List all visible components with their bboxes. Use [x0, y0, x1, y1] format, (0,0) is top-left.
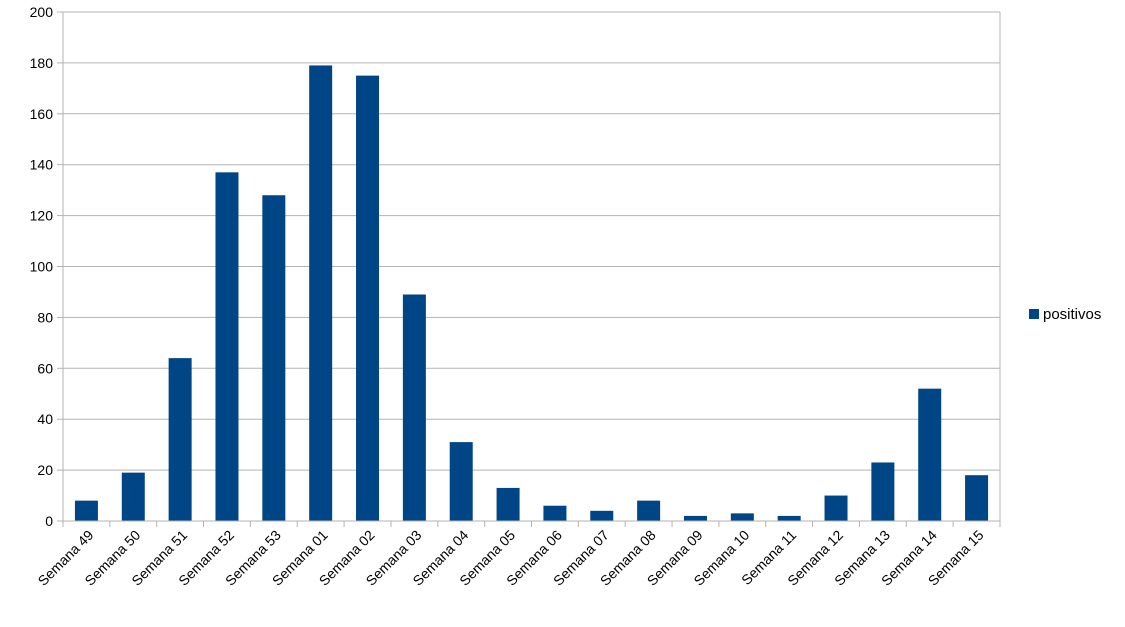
y-tick-label: 120	[30, 208, 54, 224]
y-tick-label: 180	[30, 55, 54, 71]
bar	[449, 442, 473, 521]
legend-label: positivos	[1043, 306, 1101, 323]
y-tick-label: 0	[45, 513, 53, 529]
bar	[824, 495, 848, 521]
bars	[74, 65, 989, 522]
bar	[730, 513, 754, 521]
bar	[918, 388, 942, 521]
bar	[168, 358, 192, 521]
bar	[402, 294, 426, 521]
bar	[121, 472, 145, 521]
bar	[215, 172, 239, 521]
bar	[871, 462, 895, 521]
bar	[74, 500, 98, 521]
axes	[57, 11, 1001, 527]
y-tick-label: 200	[30, 4, 54, 20]
bar	[637, 500, 661, 521]
bar	[496, 487, 520, 521]
y-tick-label: 80	[37, 309, 53, 325]
y-tick-label: 160	[30, 106, 54, 122]
bar	[683, 515, 707, 521]
bar	[965, 475, 989, 521]
bar	[262, 195, 286, 522]
legend-swatch	[1029, 309, 1039, 319]
y-tick-labels: 0 20 40 60 80 100 120 140 160 180 200	[30, 4, 54, 529]
legend: positivos	[1029, 306, 1101, 323]
y-tick-label: 140	[30, 157, 54, 173]
bar	[590, 510, 614, 521]
gridlines	[63, 11, 1000, 471]
bar	[356, 75, 380, 521]
y-tick-label: 60	[37, 360, 53, 376]
y-tick-label: 40	[37, 411, 53, 427]
y-tick-label: 100	[30, 259, 54, 275]
y-tick-label: 20	[37, 462, 53, 478]
bar	[543, 505, 567, 521]
bar	[777, 515, 801, 521]
bar	[309, 65, 333, 521]
